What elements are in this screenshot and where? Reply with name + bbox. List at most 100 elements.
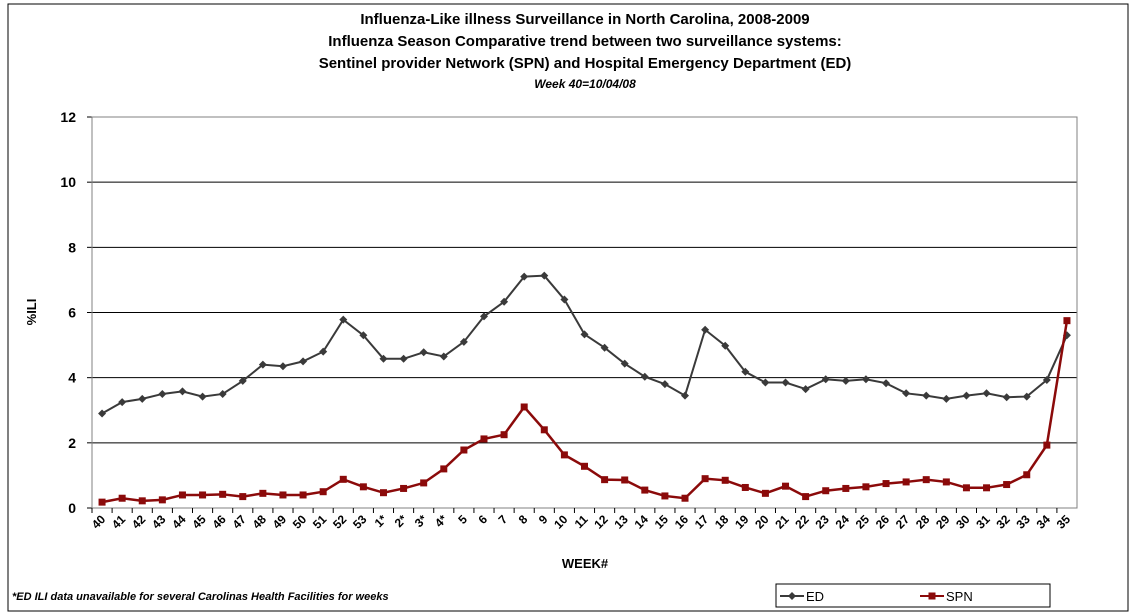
point	[319, 488, 327, 496]
point	[459, 337, 468, 346]
legend-label: ED	[806, 589, 824, 604]
point	[782, 482, 790, 490]
legend-label: SPN	[946, 589, 973, 604]
point	[158, 389, 167, 398]
point	[580, 330, 589, 339]
point	[238, 376, 247, 385]
point	[479, 312, 488, 321]
point	[741, 483, 749, 491]
point	[540, 271, 549, 280]
point	[500, 431, 508, 439]
point	[399, 354, 408, 363]
point	[239, 493, 247, 501]
point	[339, 315, 348, 324]
point	[861, 375, 870, 384]
point	[258, 360, 267, 369]
y-tick-label: 4	[68, 370, 76, 386]
point	[982, 389, 991, 398]
point	[942, 394, 951, 403]
point	[359, 483, 367, 491]
point	[359, 331, 368, 340]
legend-box	[775, 583, 1051, 608]
point	[882, 379, 891, 388]
point	[922, 476, 930, 484]
point	[681, 391, 690, 400]
point	[1022, 392, 1031, 401]
point	[278, 362, 287, 371]
point	[681, 494, 689, 502]
point	[640, 372, 649, 381]
point	[620, 359, 629, 368]
footnote: *ED ILI data unavailable for several Car…	[12, 591, 389, 603]
point	[1042, 375, 1051, 384]
point	[540, 426, 548, 434]
point	[781, 378, 790, 387]
point	[928, 592, 936, 600]
point	[842, 484, 850, 492]
point	[279, 491, 287, 499]
title-line: Sentinel provider Network (SPN) and Hosp…	[319, 55, 852, 72]
point	[299, 357, 308, 366]
point	[460, 446, 468, 454]
point	[178, 491, 186, 499]
point	[500, 297, 509, 306]
point	[400, 484, 408, 492]
point	[741, 367, 750, 376]
point	[379, 489, 387, 497]
title-line: Influenza Season Comparative trend betwe…	[328, 33, 842, 50]
title-line: Influenza-Like illness Surveillance in N…	[360, 11, 809, 28]
point	[118, 494, 126, 502]
point	[701, 475, 709, 483]
point	[942, 478, 950, 486]
point	[158, 496, 166, 504]
y-tick-label: 0	[68, 500, 76, 516]
y-axis-label: %ILI	[24, 299, 39, 326]
y-tick-label: 8	[68, 239, 76, 255]
point	[821, 375, 830, 384]
point	[922, 391, 931, 400]
y-tick-label: 10	[60, 174, 76, 190]
point	[882, 480, 890, 488]
point	[802, 493, 810, 501]
plot-border	[91, 116, 1078, 509]
point	[1002, 393, 1011, 402]
point	[138, 497, 146, 505]
point	[788, 592, 796, 600]
point	[641, 486, 649, 494]
point	[439, 352, 448, 361]
point	[440, 465, 448, 473]
point	[178, 387, 187, 396]
subtitle: Week 40=10/04/08	[534, 77, 636, 91]
point	[962, 391, 971, 400]
point	[983, 484, 991, 492]
point	[701, 325, 710, 334]
point	[601, 476, 609, 484]
point	[199, 491, 207, 499]
x-axis-label: WEEK#	[562, 556, 609, 571]
point	[98, 409, 107, 418]
point	[1003, 481, 1011, 489]
point	[1023, 471, 1031, 479]
point	[962, 484, 970, 492]
point	[480, 435, 488, 443]
y-tick-label: 6	[68, 305, 76, 321]
point	[420, 479, 428, 487]
point	[721, 341, 730, 350]
point	[660, 380, 669, 389]
point	[319, 347, 328, 356]
point	[862, 483, 870, 491]
point	[661, 492, 669, 500]
point	[761, 489, 769, 497]
point	[560, 295, 569, 304]
point	[118, 398, 127, 407]
point	[841, 376, 850, 385]
point	[259, 489, 267, 497]
point	[721, 476, 729, 484]
point	[198, 392, 207, 401]
y-tick-label: 12	[60, 109, 76, 125]
point	[1063, 317, 1071, 325]
point	[218, 389, 227, 398]
point	[520, 272, 529, 281]
point	[520, 403, 528, 411]
